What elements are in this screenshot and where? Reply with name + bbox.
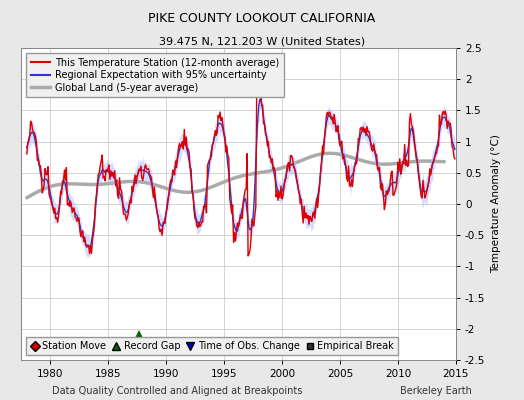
Text: 39.475 N, 121.203 W (United States): 39.475 N, 121.203 W (United States) <box>159 36 365 46</box>
Text: Data Quality Controlled and Aligned at Breakpoints: Data Quality Controlled and Aligned at B… <box>52 386 303 396</box>
Text: PIKE COUNTY LOOKOUT CALIFORNIA: PIKE COUNTY LOOKOUT CALIFORNIA <box>148 12 376 25</box>
Text: Berkeley Earth: Berkeley Earth <box>400 386 472 396</box>
Y-axis label: Temperature Anomaly (°C): Temperature Anomaly (°C) <box>491 134 501 274</box>
Legend: Station Move, Record Gap, Time of Obs. Change, Empirical Break: Station Move, Record Gap, Time of Obs. C… <box>26 337 398 355</box>
